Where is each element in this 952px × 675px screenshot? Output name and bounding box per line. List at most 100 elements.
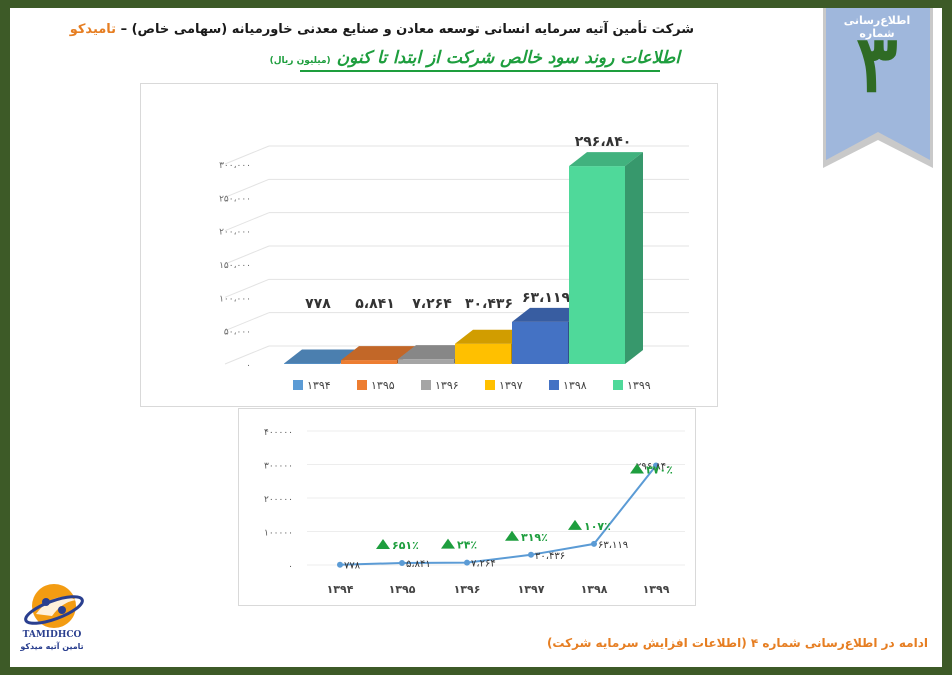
x-tick-label: ۱۳۹۷: [518, 583, 545, 596]
legend-swatch: [293, 380, 303, 390]
y-tick-label: ۰: [288, 562, 293, 572]
grid-diagonal: [224, 178, 270, 198]
y-tick-label: ۱۵۰،۰۰۰: [219, 261, 251, 271]
growth-arrow-icon: [568, 519, 582, 530]
banner-ribbon: [826, 8, 930, 160]
growth-arrow-icon: [376, 539, 390, 550]
data-point: [591, 540, 597, 547]
x-tick-label: ۱۳۹۴: [327, 583, 354, 596]
unit-label: (میلیون ریال): [269, 56, 331, 66]
bar-front: [569, 166, 625, 364]
banner-number: ۳: [856, 19, 898, 110]
data-label: ۷۷۸: [344, 561, 361, 572]
data-label: ۵،۸۴۱: [406, 559, 431, 570]
y-tick-label: ۲۰۰۰۰۰: [264, 495, 293, 505]
y-tick-label: ۱۰۰۰۰۰: [264, 529, 293, 539]
brand-name: تامیدکو: [69, 22, 117, 37]
bar-front: [398, 359, 454, 364]
info-sheet: شرکت تأمین آتیه سرمایه انسانی توسعه معاد…: [10, 8, 942, 667]
growth-label: ۳۷۰٪: [646, 464, 673, 477]
growth-arrow-icon: [630, 463, 644, 474]
data-label: ۷،۲۶۴: [471, 559, 496, 570]
bar-front: [341, 360, 397, 364]
bar-value-label: ۲۹۶،۸۴۰: [575, 134, 632, 150]
data-point: [464, 559, 470, 566]
x-tick-label: ۱۳۹۹: [643, 583, 670, 596]
x-tick-label: ۱۳۹۸: [581, 583, 608, 596]
legend-swatch: [613, 380, 623, 390]
x-tick-label: ۱۳۹۶: [454, 583, 481, 596]
data-point: [653, 462, 659, 469]
series-line: [339, 464, 657, 566]
x-tick-label: ۱۳۹۵: [389, 583, 416, 596]
banner-label: اطلاع‌رسانی شماره: [843, 14, 911, 40]
growth-arrow-icon: [441, 538, 455, 549]
y-tick-label: ۵۰،۰۰۰: [224, 328, 251, 338]
bar-۱۳۹۹: [569, 152, 643, 364]
legend-swatch: [357, 380, 367, 390]
data-label: ۳۰،۴۳۶: [535, 551, 565, 562]
grid-diagonal: [224, 212, 270, 232]
grid-diagonal: [224, 245, 270, 265]
data-point: [528, 551, 534, 558]
line-chart-panel: ۰ ۱۰۰۰۰۰ ۲۰۰۰۰۰ ۳۰۰۰۰۰ ۴۰۰۰۰۰ ۷۷۸ ۱۳۹۴ ۵،۸۴۱ ۶۵۱…: [238, 408, 696, 606]
data-point: [399, 560, 405, 567]
bar-front: [455, 343, 511, 364]
bar-top: [398, 345, 472, 360]
company-name: شرکت تأمین آتیه سرمایه انسانی توسعه معاد…: [120, 22, 694, 37]
bar-value-label: ۷۷۸: [305, 296, 331, 312]
data-label: ۶۳،۱۱۹: [598, 540, 628, 551]
grid-diagonal: [224, 278, 270, 298]
bar-side: [625, 152, 643, 364]
subtitle-text: اطلاعات روند سود خالص شرکت از ابتدا تا ک…: [336, 48, 680, 68]
legend-label: ۱۳۹۵: [371, 379, 395, 392]
bar-value-label: ۳۰،۴۳۶: [465, 296, 513, 312]
net-profit-line-chart: ۰ ۱۰۰۰۰۰ ۲۰۰۰۰۰ ۳۰۰۰۰۰ ۴۰۰۰۰۰ ۷۷۸ ۱۳۹۴ ۵،۸۴۱ ۶۵۱…: [264, 428, 685, 596]
bar-top: [512, 307, 586, 322]
legend-swatch: [485, 380, 495, 390]
grid-diagonal: [224, 345, 270, 365]
legend-label: ۱۳۹۸: [563, 379, 587, 392]
legend-label: ۱۳۹۷: [499, 379, 523, 392]
bar-value-label: ۵،۸۴۱: [355, 296, 395, 312]
legend-swatch: [421, 380, 431, 390]
data-label: ۲۹۶،۸۴۰: [636, 462, 671, 473]
net-profit-bar-chart: ۰ ۵۰،۰۰۰ ۱۰۰،۰۰۰ ۱۵۰،۰۰۰ ۲۰۰،۰۰۰ ۲۵۰،۰۰۰ ۳۰۰،۰…: [219, 134, 689, 392]
bar-top: [341, 346, 415, 361]
growth-label: ۲۴٪: [457, 539, 477, 552]
logo-name: TAMIDHCO: [22, 630, 82, 640]
growth-arrow-icon: [505, 530, 519, 541]
grid-diagonal: [224, 145, 270, 165]
bar-top: [569, 152, 643, 167]
subtitle-underline: [300, 70, 660, 72]
y-tick-label: ۳۰۰،۰۰۰: [219, 161, 251, 171]
logo-subname: تامین آتیه میدکو: [20, 642, 84, 651]
footer-note: ادامه در اطلاع‌رسانی شماره ۴ (اطلاعات اف…: [546, 636, 928, 650]
page-title: شرکت تأمین آتیه سرمایه انسانی توسعه معاد…: [70, 22, 694, 37]
y-tick-label: ۳۰۰۰۰۰: [264, 462, 293, 472]
y-tick-label: ۱۰۰،۰۰۰: [219, 294, 251, 304]
growth-label: ۶۵۱٪: [392, 539, 419, 552]
legend-label: ۱۳۹۴: [307, 379, 331, 392]
bar-top: [455, 329, 529, 344]
bar-value-label: ۷،۲۶۴: [412, 296, 452, 312]
legend-label: ۱۳۹۹: [627, 379, 651, 392]
data-point: [337, 561, 343, 568]
growth-label: ۱۰۷٪: [584, 520, 611, 533]
tamidhco-logo: [24, 584, 84, 628]
legend-swatch: [549, 380, 559, 390]
growth-label: ۳۱۹٪: [521, 531, 548, 544]
bar-chart-panel: ۰ ۵۰،۰۰۰ ۱۰۰،۰۰۰ ۱۵۰،۰۰۰ ۲۰۰،۰۰۰ ۲۵۰،۰۰۰ ۳۰۰،۰…: [140, 83, 718, 407]
bar-value-label: ۶۳،۱۱۹: [522, 290, 570, 306]
y-tick-label: ۰: [246, 361, 251, 371]
bar-top: [284, 349, 358, 364]
grid-diagonal: [224, 312, 270, 332]
issue-banner: [823, 8, 933, 168]
y-tick-label: ۴۰۰۰۰۰: [264, 428, 293, 438]
chart-subtitle: اطلاعات روند سود خالص شرکت از ابتدا تا ک…: [270, 48, 680, 72]
bar-front: [284, 363, 340, 364]
bar-front: [512, 321, 568, 364]
y-tick-label: ۲۵۰،۰۰۰: [219, 194, 251, 204]
legend-label: ۱۳۹۶: [435, 379, 459, 392]
y-tick-label: ۲۰۰،۰۰۰: [219, 228, 251, 238]
